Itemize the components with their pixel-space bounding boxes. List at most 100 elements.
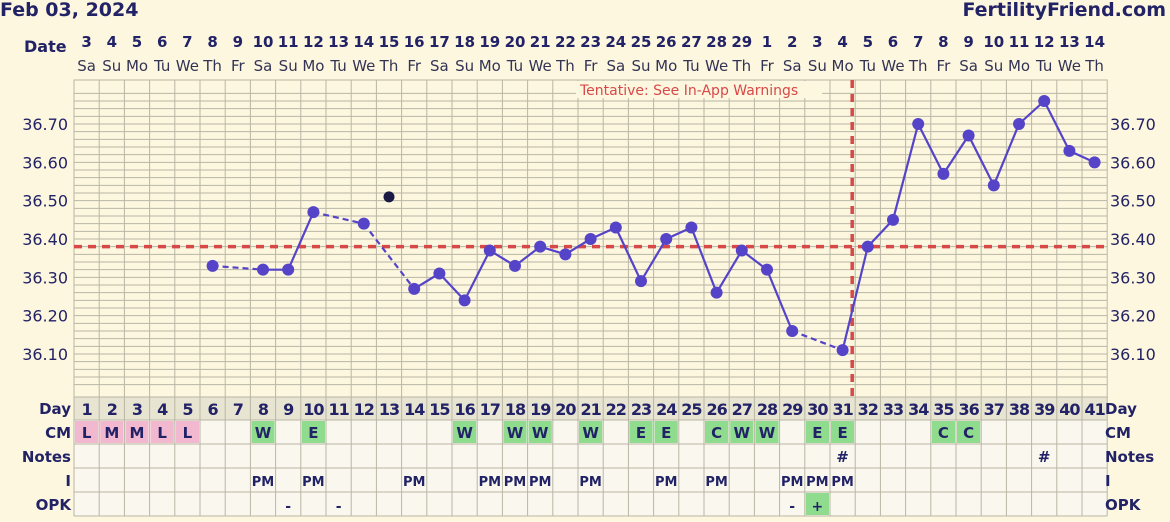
temp-segment	[313, 211, 365, 225]
weekday-label: We	[881, 57, 904, 75]
cycle-day-number: 11	[328, 400, 349, 419]
y-tick-label-left: 36.70	[22, 115, 68, 134]
weekday-label: We	[705, 57, 728, 75]
cycle-day-number: 12	[354, 400, 374, 419]
weekday-label: Sa	[254, 57, 273, 75]
intercourse-entry: PM	[579, 475, 601, 490]
temp-point	[710, 286, 723, 299]
weekday-label: Mo	[302, 57, 324, 75]
cm-cell-fill	[629, 421, 653, 443]
date-label: 12	[303, 33, 324, 51]
date-label: 1	[762, 33, 772, 51]
temp-point	[408, 282, 421, 295]
date-label: 11	[1009, 33, 1030, 51]
cycle-day-number: 35	[933, 400, 954, 419]
weekday-label: Fr	[407, 57, 422, 75]
row-label-right-i: I	[1105, 472, 1111, 490]
cm-entry: E	[812, 424, 822, 442]
cm-cell-fill	[831, 421, 855, 443]
temp-point	[660, 233, 673, 245]
date-label: 9	[963, 33, 973, 51]
cycle-day-number: 17	[480, 400, 500, 419]
weekday-label: We	[352, 57, 375, 75]
cycle-day-number: 40	[1059, 400, 1080, 419]
cycle-day-number: 34	[908, 400, 929, 419]
temp-segment	[463, 250, 491, 301]
date-label: 2	[787, 33, 797, 51]
cm-entry: C	[938, 424, 949, 442]
weekday-label: We	[529, 57, 552, 75]
date-label: 20	[505, 33, 526, 51]
cycle-day-number: 37	[984, 400, 1004, 419]
cycle-day-number: 39	[1034, 400, 1055, 419]
date-label: 25	[631, 33, 652, 51]
temp-segment	[967, 135, 995, 186]
temp-point	[483, 244, 496, 257]
cm-cell-fill	[730, 421, 754, 443]
date-label: 14	[353, 33, 374, 51]
cycle-day-number: 4	[157, 400, 168, 419]
row-label-left-cm: CM	[45, 424, 71, 442]
weekday-label: Su	[279, 57, 298, 75]
date-row-label: Date	[24, 37, 67, 56]
temp-segment	[866, 219, 894, 248]
temp-point	[206, 259, 219, 272]
temp-point	[257, 263, 269, 276]
cycle-day-number: 24	[656, 400, 677, 419]
cm-cell-fill	[453, 421, 477, 443]
weekday-label: Th	[908, 57, 928, 75]
y-tick-label-left: 36.10	[22, 345, 68, 364]
row-label-left-i: I	[65, 472, 71, 490]
cycle-day-number: 15	[429, 400, 450, 419]
cm-entry: W	[734, 424, 751, 442]
weekday-label: Su	[808, 57, 827, 75]
opk-entry: -	[285, 499, 291, 515]
temp-segment	[362, 222, 416, 290]
weekday-label: Su	[631, 57, 650, 75]
temp-segment	[942, 134, 970, 175]
y-tick-label-left: 36.30	[22, 268, 68, 287]
intercourse-entry: PM	[302, 475, 324, 490]
temp-point	[357, 217, 370, 230]
cm-cell-fill	[175, 421, 199, 443]
cm-entry: W	[582, 424, 599, 442]
temp-point	[458, 294, 471, 307]
cm-cell-fill	[251, 421, 275, 443]
date-label: 26	[656, 33, 677, 51]
cm-entry: W	[255, 424, 272, 442]
date-label: 28	[706, 33, 727, 51]
temp-point	[584, 233, 597, 245]
discarded-temp-point	[383, 191, 395, 203]
intercourse-entry: PM	[403, 475, 425, 490]
cycle-day-number: 6	[208, 400, 219, 419]
cycle-day-number: 3	[132, 400, 142, 419]
weekday-label: Sa	[430, 57, 449, 75]
temp-segment	[891, 123, 920, 221]
cm-entry: C	[963, 424, 974, 442]
cm-cell-fill	[931, 421, 955, 443]
cm-entry: E	[661, 424, 671, 442]
date-label: 29	[731, 33, 752, 51]
temp-point	[509, 259, 521, 272]
row-label-right-day: Day	[1105, 400, 1137, 418]
y-tick-label-right: 36.50	[1110, 192, 1156, 211]
date-label: 9	[233, 33, 243, 51]
y-tick-label-left: 36.20	[22, 307, 68, 326]
date-label: 22	[555, 33, 576, 51]
temp-point	[1038, 95, 1051, 107]
temp-point	[635, 275, 647, 288]
cm-cell-fill	[755, 421, 779, 443]
cycle-day-number: 10	[303, 400, 324, 419]
date-label: 13	[1059, 33, 1080, 51]
opk-entry: -	[789, 499, 795, 515]
cycle-day-number: 30	[807, 400, 828, 419]
cm-cell-fill	[100, 421, 124, 443]
cm-entry: L	[82, 424, 92, 442]
date-label: 12	[1034, 33, 1055, 51]
cycle-day-number: 1	[82, 400, 93, 419]
weekday-label: Mo	[655, 57, 677, 75]
weekday-label: Th	[731, 57, 751, 75]
intercourse-entry: PM	[831, 475, 853, 490]
date-label: 23	[580, 33, 601, 51]
opk-positive-fill	[805, 493, 829, 515]
